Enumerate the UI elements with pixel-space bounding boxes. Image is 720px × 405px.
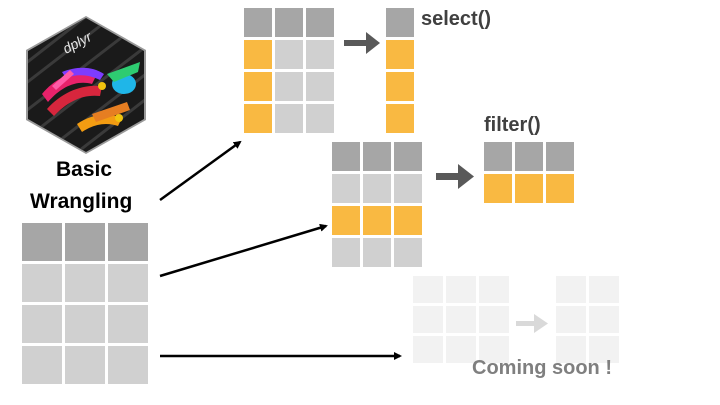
filter-output-row [484, 142, 574, 203]
faded-cell [479, 276, 509, 303]
filtered-cell [484, 174, 512, 203]
selected-cell [244, 40, 272, 69]
faded-cell [413, 336, 443, 363]
selected-cell [386, 40, 414, 69]
coming-soon-input-table [413, 276, 509, 363]
faded-cell [413, 276, 443, 303]
dplyr-hex-logo-icon: dplyr [26, 16, 146, 154]
header-cell [108, 223, 148, 261]
coming-soon-output-table [556, 276, 619, 363]
faded-cell [589, 306, 619, 333]
header-cell [332, 142, 360, 171]
header-cell [386, 8, 414, 37]
data-cell [275, 72, 303, 101]
coming-soon-transform-arrow [516, 314, 548, 333]
filtered-cell [332, 206, 360, 235]
select-input-table [244, 8, 334, 133]
page-title-line2: Wrangling [30, 190, 133, 213]
header-cell [244, 8, 272, 37]
header-cell [65, 223, 105, 261]
header-cell [363, 142, 391, 171]
dplyr-logo: dplyr [22, 14, 150, 156]
data-cell [65, 346, 105, 384]
data-cell [332, 238, 360, 267]
data-cell [306, 104, 334, 133]
filter-input-table [332, 142, 422, 267]
data-cell [108, 264, 148, 302]
filtered-cell [546, 174, 574, 203]
data-cell [65, 264, 105, 302]
data-cell [275, 104, 303, 133]
faded-cell [589, 276, 619, 303]
coming-soon-label: Coming soon ! [472, 357, 612, 379]
selected-cell [386, 72, 414, 101]
data-cell [332, 174, 360, 203]
faded-cell [556, 276, 586, 303]
filter-transform-arrow [436, 164, 474, 189]
select-transform-arrow [344, 32, 380, 54]
data-cell [108, 305, 148, 343]
selected-cell [386, 104, 414, 133]
data-cell [306, 40, 334, 69]
selected-cell [244, 104, 272, 133]
data-cell [22, 346, 62, 384]
data-cell [394, 238, 422, 267]
faded-cell [479, 306, 509, 333]
filter-label: filter() [484, 114, 541, 136]
data-cell [306, 72, 334, 101]
source-data-frame [22, 223, 148, 384]
faded-cell [589, 336, 619, 363]
header-cell [546, 142, 574, 171]
header-cell [515, 142, 543, 171]
faded-cell [446, 306, 476, 333]
faded-cell [556, 306, 586, 333]
data-cell [22, 264, 62, 302]
data-cell [65, 305, 105, 343]
arrow-to-select [159, 140, 242, 202]
selected-cell [244, 72, 272, 101]
faded-cell [556, 336, 586, 363]
header-cell [22, 223, 62, 261]
header-cell [275, 8, 303, 37]
data-cell [394, 174, 422, 203]
data-cell [108, 346, 148, 384]
faded-cell [479, 336, 509, 363]
select-label: select() [421, 8, 492, 30]
select-output-column [386, 8, 414, 133]
data-cell [22, 305, 62, 343]
page-title-line1: Basic [56, 158, 113, 181]
arrow-to-filter [159, 223, 328, 278]
faded-cell [413, 306, 443, 333]
filtered-cell [363, 206, 391, 235]
faded-cell [446, 276, 476, 303]
faded-cell [446, 336, 476, 363]
header-cell [306, 8, 334, 37]
data-cell [275, 40, 303, 69]
header-cell [394, 142, 422, 171]
filtered-cell [515, 174, 543, 203]
filtered-cell [394, 206, 422, 235]
header-cell [484, 142, 512, 171]
data-cell [363, 174, 391, 203]
data-cell [363, 238, 391, 267]
